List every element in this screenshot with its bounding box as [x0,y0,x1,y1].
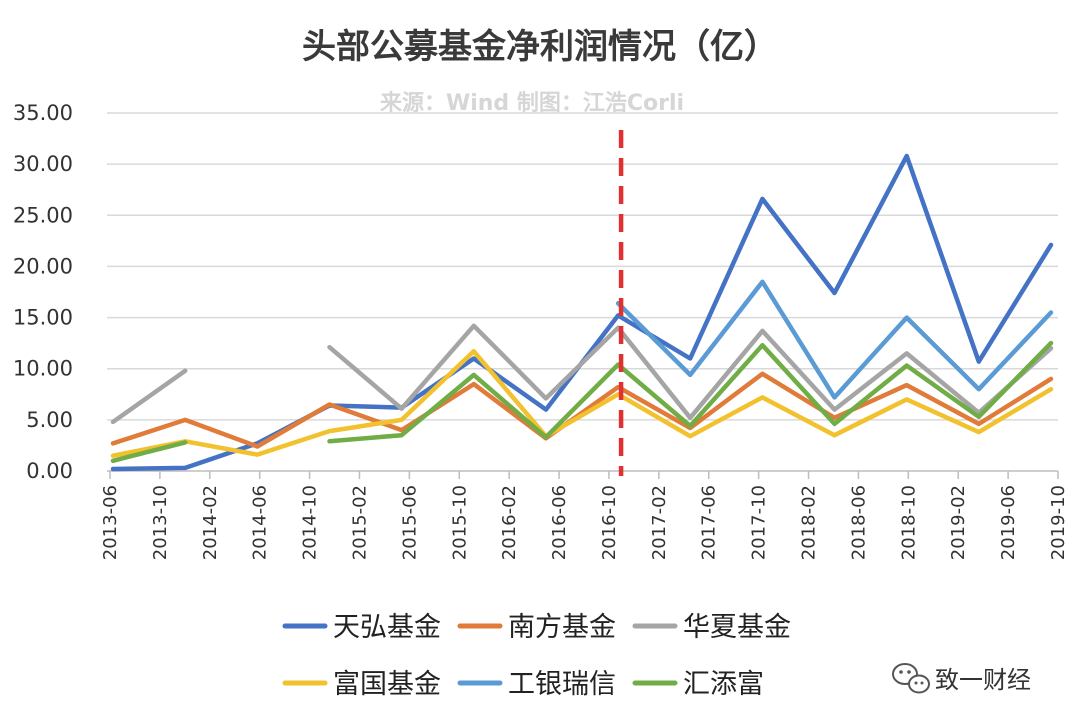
series-line [110,153,1054,472]
y-tick-label: 25.00 [13,203,73,227]
series-line [327,323,1054,421]
legend-label: 天弘基金 [333,612,441,643]
x-tick-label: 2014-02 [200,485,221,560]
x-tick-label: 2016-10 [599,485,620,560]
y-tick-label: 35.00 [13,101,73,125]
series-line [110,349,1054,458]
x-tick-label: 2018-10 [898,485,919,560]
x-tick-label: 2017-06 [699,485,720,560]
y-axis-ticks: 0.00 5.00 10.00 15.00 20.00 25.00 30.00 35.00 [13,101,73,483]
series-line [615,279,1054,400]
series-line [327,340,1054,444]
legend-label: 汇添富 [683,669,764,700]
chart-title: 头部公募基金净利润情况（亿） [302,27,778,67]
chart-subtitle: 来源：Wind 制图：江浩Corli [379,91,684,116]
x-tick-label: 2016-06 [549,485,570,560]
x-axis-ticks: 2013-06 2013-10 2014-02 2014-06 2014-10 2015-… [100,471,1069,560]
x-tick-label: 2017-10 [749,485,770,560]
y-tick-label: 15.00 [13,306,73,330]
legend-label: 南方基金 [508,612,616,643]
series-line [110,440,188,464]
watermark: 致一财经 [892,663,1031,694]
legend-label: 华夏基金 [683,612,791,643]
watermark-text: 致一财经 [935,666,1031,694]
y-tick-label: 30.00 [13,152,73,176]
series-group [110,153,1054,472]
grid [107,112,1058,472]
x-tick-label: 2014-06 [250,485,271,560]
x-tick-label: 2015-06 [399,485,420,560]
x-tick-label: 2017-02 [649,485,670,560]
x-tick-label: 2019-10 [1048,485,1069,560]
wechat-icon [892,663,930,694]
x-tick-label: 2013-10 [150,485,171,560]
series-line [110,368,188,425]
x-tick-label: 2015-02 [349,485,370,560]
series-line [110,371,1054,449]
x-tick-label: 2018-06 [848,485,869,560]
x-tick-label: 2018-02 [799,485,820,560]
x-tick-label: 2013-06 [100,485,121,560]
legend-label: 富国基金 [333,669,441,700]
y-tick-label: 10.00 [13,357,73,381]
x-tick-label: 2019-02 [948,485,969,560]
y-tick-label: 5.00 [26,408,73,432]
x-tick-label: 2015-10 [449,485,470,560]
y-tick-label: 0.00 [26,459,73,483]
legend-label: 工银瑞信 [508,669,616,700]
x-tick-label: 2014-10 [300,485,321,560]
y-tick-label: 20.00 [13,254,73,278]
x-tick-label: 2016-02 [499,485,520,560]
x-tick-label: 2019-06 [998,485,1019,560]
